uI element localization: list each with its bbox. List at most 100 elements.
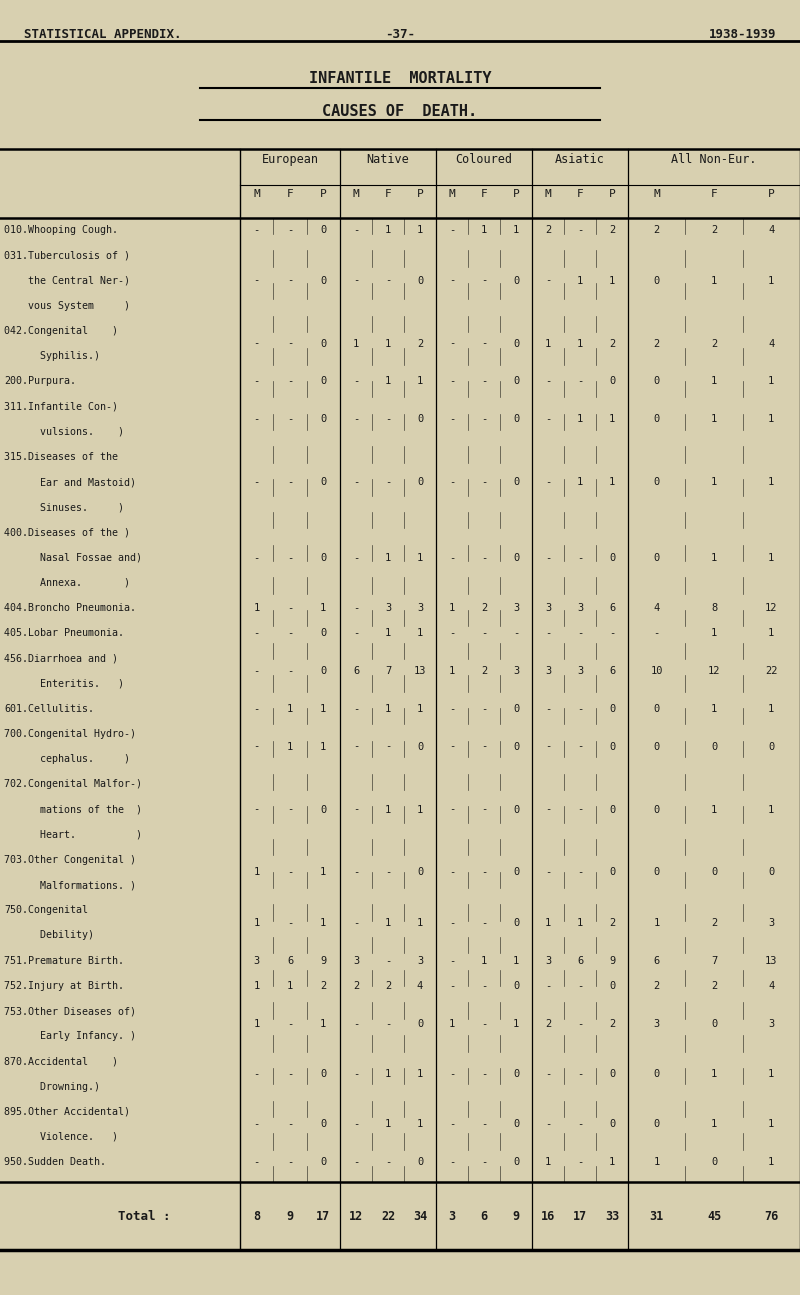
Text: 1: 1 — [768, 628, 774, 638]
Text: -: - — [577, 980, 583, 991]
Text: -: - — [481, 1068, 487, 1079]
Text: the Central Ner-): the Central Ner-) — [4, 276, 130, 285]
Text: P: P — [768, 189, 774, 199]
Text: Syphilis.): Syphilis.) — [4, 351, 100, 361]
Text: -: - — [481, 703, 487, 714]
Text: 1: 1 — [385, 628, 391, 638]
Text: 1: 1 — [609, 1158, 615, 1167]
Text: 752.Injury at Birth.: 752.Injury at Birth. — [4, 980, 124, 991]
Text: 6: 6 — [609, 666, 615, 676]
Text: -: - — [287, 804, 293, 815]
Text: 1: 1 — [711, 1119, 717, 1129]
Text: P: P — [513, 189, 519, 199]
Text: 1: 1 — [654, 918, 660, 929]
Text: 1: 1 — [385, 918, 391, 929]
Text: -: - — [449, 377, 455, 386]
Text: -: - — [481, 276, 487, 285]
Text: -: - — [481, 628, 487, 638]
Text: -: - — [577, 1019, 583, 1028]
Text: -: - — [385, 956, 391, 966]
Text: 22: 22 — [765, 666, 778, 676]
Text: 34: 34 — [413, 1210, 427, 1222]
Text: -: - — [481, 1119, 487, 1129]
Text: 2: 2 — [711, 980, 717, 991]
Text: 2: 2 — [545, 1019, 551, 1028]
Text: -: - — [545, 980, 551, 991]
Text: -: - — [287, 1158, 293, 1167]
Text: 0: 0 — [513, 918, 519, 929]
Text: 0: 0 — [513, 1158, 519, 1167]
Text: -: - — [449, 628, 455, 638]
Text: 0: 0 — [417, 276, 423, 285]
Text: Ear and Mastoid): Ear and Mastoid) — [4, 477, 136, 487]
Text: -: - — [449, 980, 455, 991]
Text: -: - — [353, 1158, 359, 1167]
Text: 1: 1 — [320, 742, 326, 751]
Text: 10: 10 — [650, 666, 663, 676]
Text: -: - — [545, 377, 551, 386]
Text: -: - — [254, 1119, 260, 1129]
Text: 6: 6 — [654, 956, 660, 966]
Text: 703.Other Congenital ): 703.Other Congenital ) — [4, 855, 136, 865]
Text: 0: 0 — [609, 1119, 615, 1129]
Text: 1: 1 — [711, 276, 717, 285]
Text: 4: 4 — [768, 338, 774, 348]
Text: 0: 0 — [654, 276, 660, 285]
Text: 1: 1 — [768, 477, 774, 487]
Text: -: - — [449, 276, 455, 285]
Text: 0: 0 — [320, 1068, 326, 1079]
Text: -: - — [353, 477, 359, 487]
Text: 315.Diseases of the: 315.Diseases of the — [4, 452, 118, 462]
Text: 0: 0 — [320, 1119, 326, 1129]
Text: 0: 0 — [513, 1068, 519, 1079]
Text: 1: 1 — [577, 414, 583, 423]
Text: 042.Congenital    ): 042.Congenital ) — [4, 326, 118, 335]
Text: -: - — [254, 414, 260, 423]
Text: 0: 0 — [711, 1019, 717, 1028]
Text: European: European — [262, 153, 318, 166]
Text: 9: 9 — [609, 956, 615, 966]
Text: 1: 1 — [254, 603, 260, 613]
Text: 3: 3 — [577, 666, 583, 676]
Text: 0: 0 — [654, 703, 660, 714]
Text: 750.Congenital: 750.Congenital — [4, 905, 88, 916]
Text: -: - — [254, 225, 260, 236]
Text: 13: 13 — [765, 956, 778, 966]
Text: 400.Diseases of the ): 400.Diseases of the ) — [4, 527, 130, 537]
Text: Annexa.       ): Annexa. ) — [4, 578, 130, 588]
Text: -: - — [353, 868, 359, 878]
Text: 1: 1 — [577, 338, 583, 348]
Text: -: - — [254, 666, 260, 676]
Text: vulsions.    ): vulsions. ) — [4, 426, 124, 436]
Text: -: - — [449, 804, 455, 815]
Text: -: - — [449, 477, 455, 487]
Text: 17: 17 — [573, 1210, 587, 1222]
Text: 76: 76 — [764, 1210, 778, 1222]
Text: 6: 6 — [481, 1210, 487, 1222]
Text: Nasal Fossae and): Nasal Fossae and) — [4, 553, 142, 562]
Text: -: - — [287, 377, 293, 386]
Text: 2: 2 — [711, 338, 717, 348]
Text: 2: 2 — [609, 1019, 615, 1028]
Text: -: - — [353, 553, 359, 562]
Text: 1: 1 — [385, 338, 391, 348]
Text: 1: 1 — [353, 338, 359, 348]
Text: 2: 2 — [417, 338, 423, 348]
Text: Native: Native — [366, 153, 410, 166]
Text: -: - — [577, 553, 583, 562]
Text: 1938-1939: 1938-1939 — [709, 28, 776, 41]
Text: 405.Lobar Pneumonia.: 405.Lobar Pneumonia. — [4, 628, 124, 638]
Text: 1: 1 — [768, 276, 774, 285]
Text: 404.Broncho Pneumonia.: 404.Broncho Pneumonia. — [4, 603, 136, 613]
Text: Early Infancy. ): Early Infancy. ) — [4, 1031, 136, 1041]
Text: -: - — [254, 377, 260, 386]
Text: -: - — [481, 918, 487, 929]
Text: P: P — [609, 189, 615, 199]
Text: 0: 0 — [513, 338, 519, 348]
Text: 0: 0 — [609, 377, 615, 386]
Text: 0: 0 — [609, 742, 615, 751]
Text: 0: 0 — [320, 276, 326, 285]
Text: 0: 0 — [417, 742, 423, 751]
Text: -: - — [545, 742, 551, 751]
Text: -: - — [353, 603, 359, 613]
